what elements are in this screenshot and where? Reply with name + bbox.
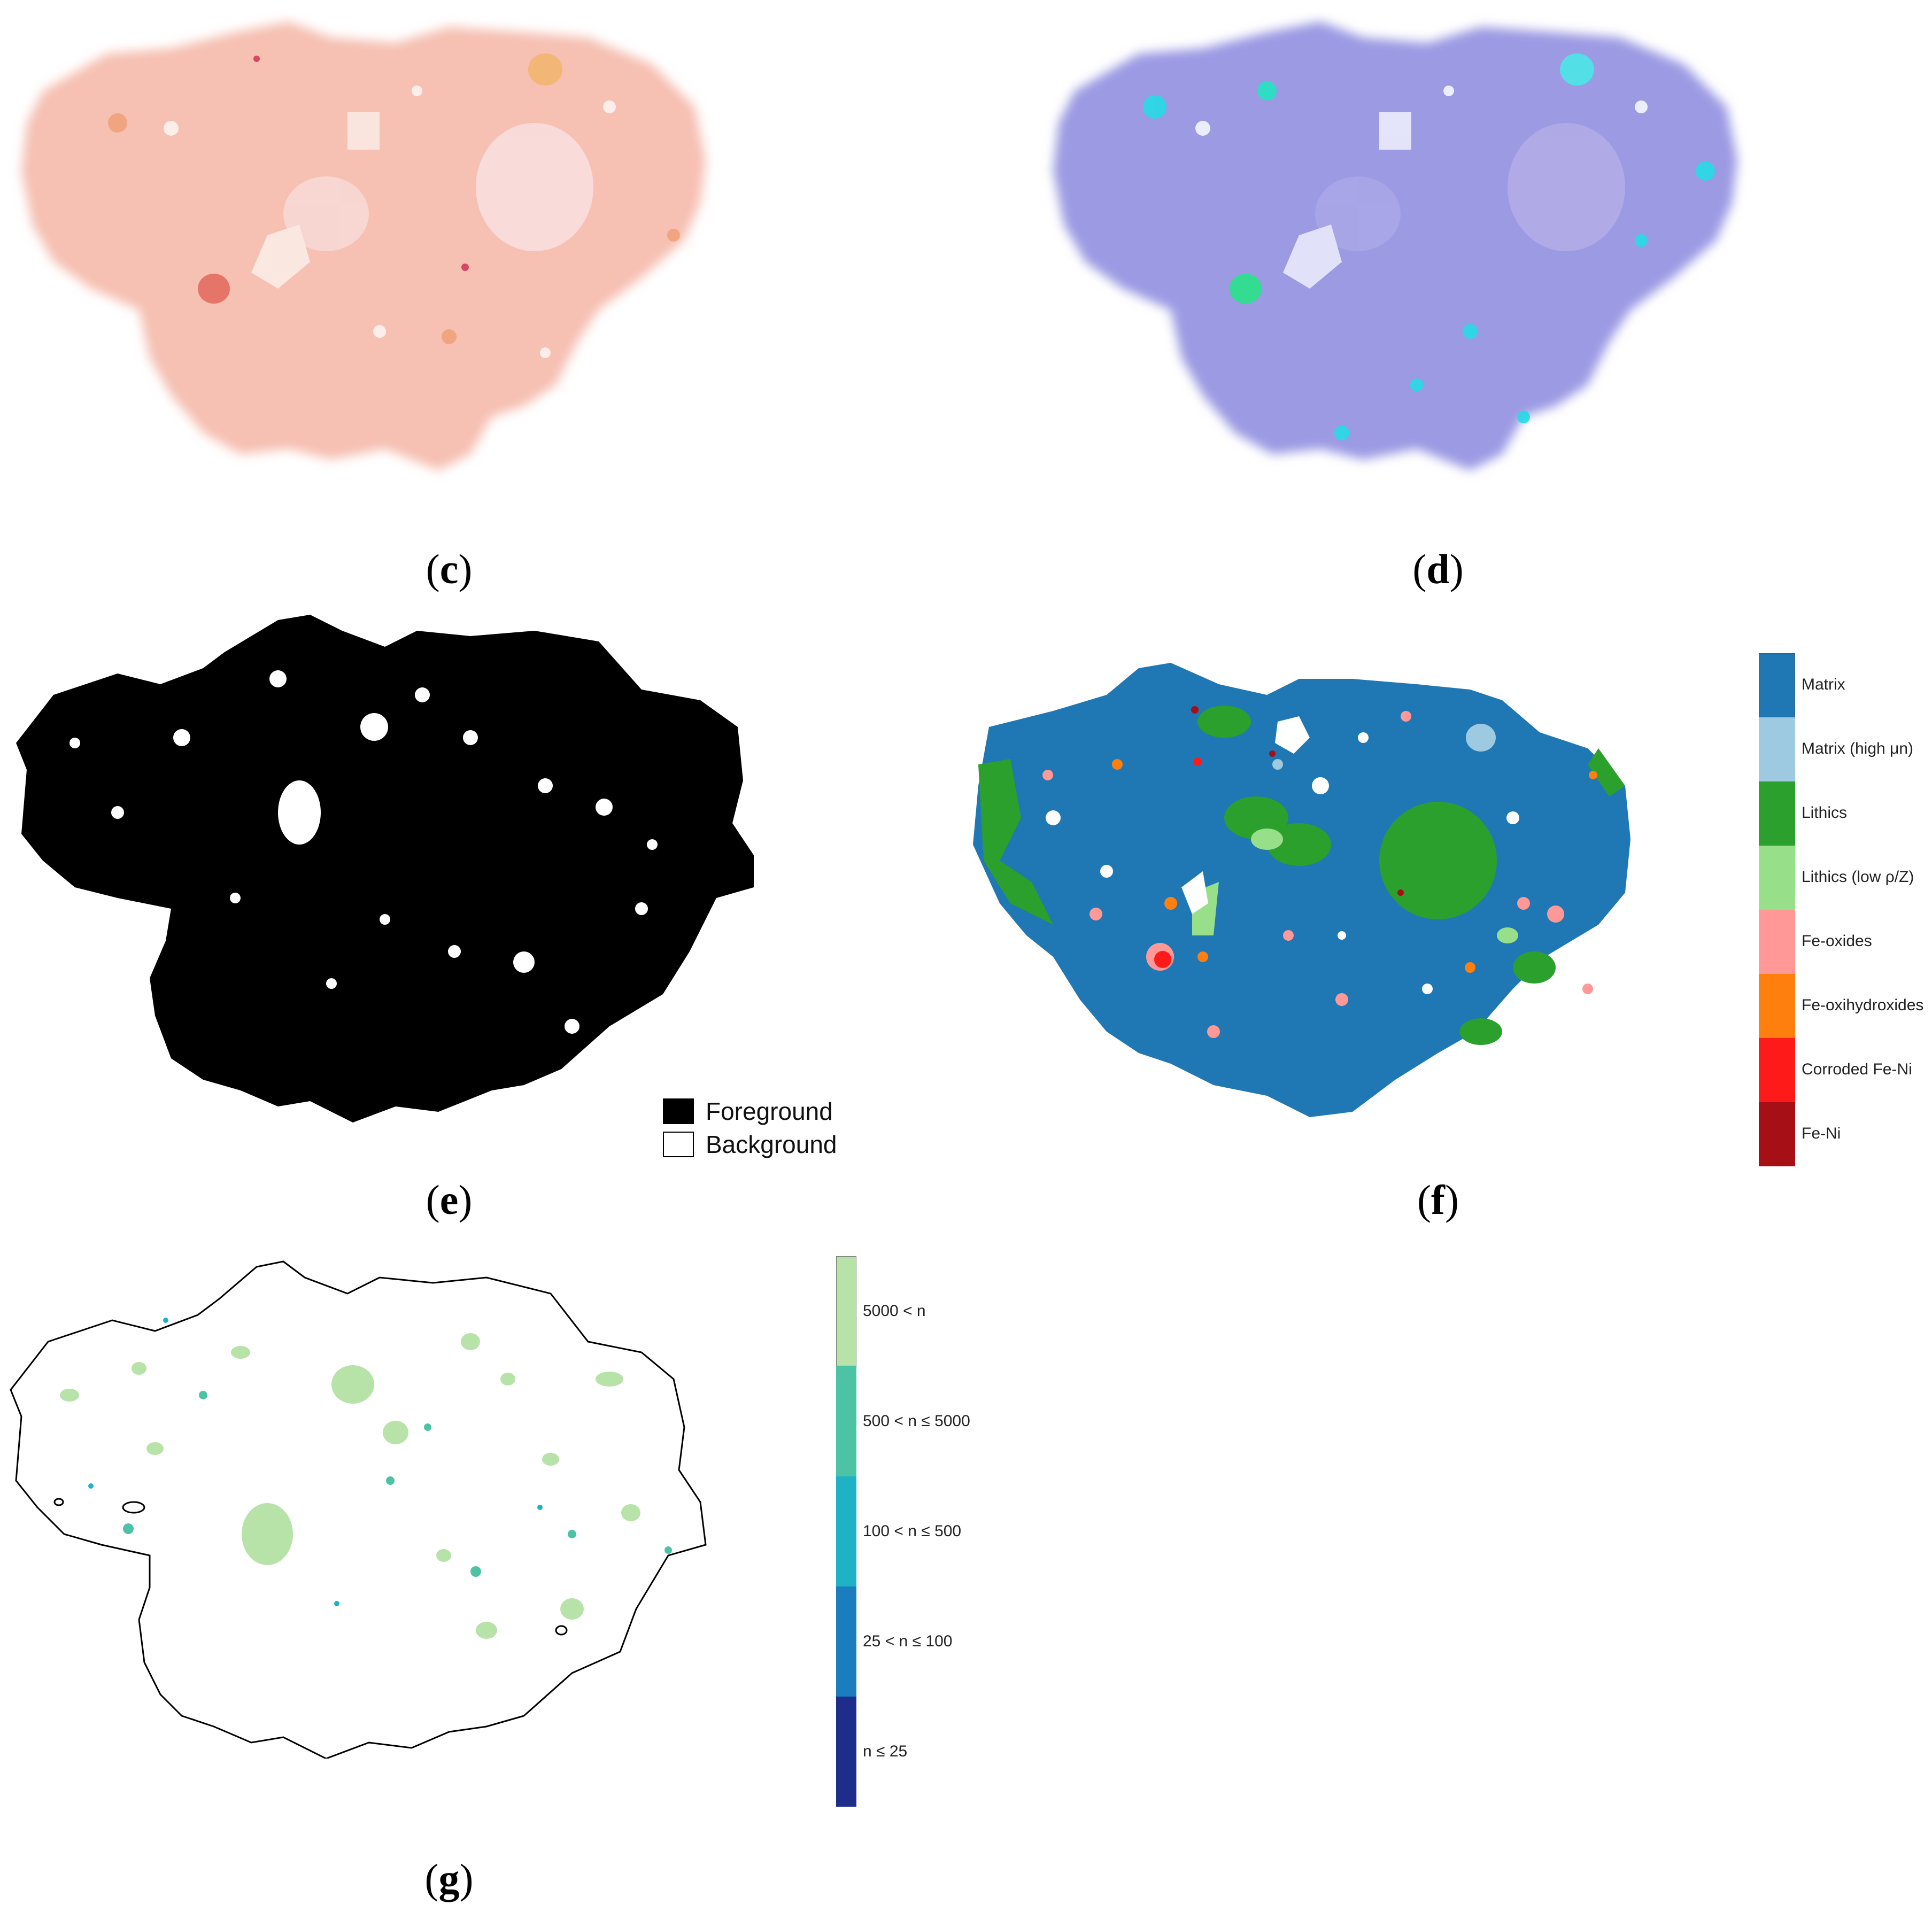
legend-swatch-foreground xyxy=(663,1098,694,1124)
colorbar-f-lithics-low xyxy=(1759,846,1795,910)
caption-g: (g) xyxy=(424,1855,474,1902)
colorbar-f-fe-ni xyxy=(1759,1102,1795,1166)
colorbar-f-label-matrix: Matrix xyxy=(1802,676,1845,693)
colorbar-f-lithics xyxy=(1759,781,1795,846)
panel-f-image xyxy=(968,657,1630,1117)
panel-c-fragment xyxy=(21,21,706,470)
panel-d-fragment xyxy=(1053,21,1737,470)
caption-d: (d) xyxy=(1412,546,1464,592)
colorbar-f-label-fe-oxihydroxides: Fe-oxihydroxides xyxy=(1802,996,1924,1014)
panel-e-image xyxy=(11,609,759,1123)
panel-g-image xyxy=(5,1256,722,1759)
panel-f-colorbar: Matrix Matrix (high μn) Lithics Lithics … xyxy=(1759,653,1932,1166)
legend-label-background: Background xyxy=(706,1131,837,1158)
colorbar-f-label-lithics-low: Lithics (low ρ/Z) xyxy=(1802,868,1914,886)
colorbar-f-corroded-fe-ni xyxy=(1759,1038,1795,1102)
colorbar-g-label-100-500: 100 < n ≤ 500 xyxy=(863,1522,962,1540)
colorbar-f-label-lithics: Lithics xyxy=(1802,804,1848,822)
colorbar-g-label-under-25: n ≤ 25 xyxy=(863,1743,908,1760)
colorbar-f-label-fe-oxides: Fe-oxides xyxy=(1802,932,1872,950)
colorbar-f-matrix xyxy=(1759,653,1795,717)
colorbar-g-label-over-5000: 5000 < n xyxy=(863,1302,926,1320)
colorbar-g-label-500-5000: 500 < n ≤ 5000 xyxy=(863,1412,970,1430)
colorbar-g-label-25-100: 25 < n ≤ 100 xyxy=(863,1632,953,1650)
legend-label-foreground: Foreground xyxy=(706,1097,833,1125)
colorbar-g-over-5000 xyxy=(836,1256,856,1366)
colorbar-g-under-25 xyxy=(836,1697,856,1807)
legend-item-background: Background xyxy=(663,1128,837,1161)
panel-d-image xyxy=(1042,11,1759,492)
colorbar-f-label-matrix-high: Matrix (high μn) xyxy=(1802,740,1914,757)
panel-g-colorbar: 5000 < n 500 < n ≤ 5000 100 < n ≤ 500 25… xyxy=(836,1256,1050,1807)
colorbar-g-25-100 xyxy=(836,1586,856,1697)
panel-f-segmentation xyxy=(973,663,1630,1117)
panel-g-pore-map xyxy=(10,1260,707,1759)
colorbar-f-label-fe-ni: Fe-Ni xyxy=(1802,1125,1841,1142)
colorbar-g-500-5000 xyxy=(836,1366,856,1476)
colorbar-g-100-500 xyxy=(836,1476,856,1586)
caption-f: (f) xyxy=(1417,1176,1459,1223)
colorbar-f-matrix-high xyxy=(1759,717,1795,781)
panel-c-image xyxy=(11,11,727,492)
colorbar-f-fe-oxides xyxy=(1759,910,1795,974)
legend-swatch-background xyxy=(663,1132,694,1157)
panel-e-mask xyxy=(16,615,754,1123)
panel-e-legend: Foreground Background xyxy=(663,1095,837,1161)
colorbar-f-fe-oxihydroxides xyxy=(1759,974,1795,1038)
caption-e: (e) xyxy=(426,1176,473,1223)
colorbar-f-label-corroded-fe-ni: Corroded Fe-Ni xyxy=(1802,1060,1912,1078)
legend-item-foreground: Foreground xyxy=(663,1095,837,1128)
caption-c: (c) xyxy=(426,546,473,592)
